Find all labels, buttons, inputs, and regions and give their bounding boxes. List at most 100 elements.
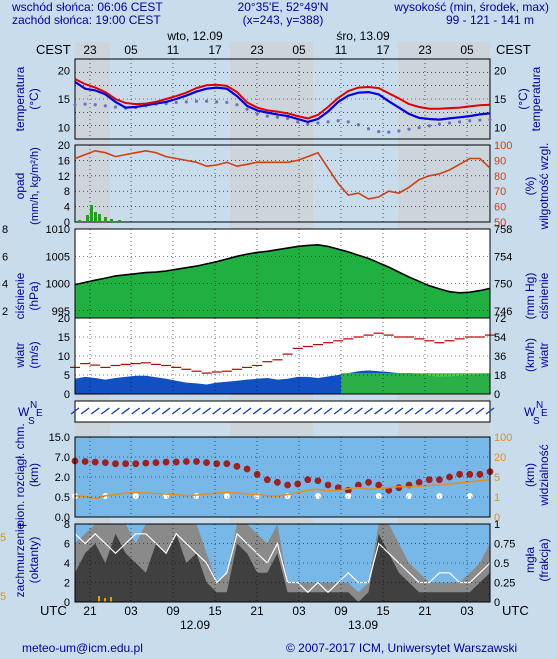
pressure-area [75, 244, 490, 338]
wind-arrow [333, 407, 343, 415]
top-hour-labels: 23 05 11 17 23 05 11 17 23 05 [83, 43, 474, 57]
cloud-top-dot [294, 480, 302, 488]
cloud-top-dot [466, 470, 474, 478]
dewpoint-dot [296, 120, 300, 124]
wind-arrow [323, 407, 333, 415]
pres-left-tick: 1000 [46, 279, 70, 291]
pres-left-label1: ciśnienie [13, 272, 27, 319]
pres-far-left-tick: 6 [2, 251, 8, 263]
dewpoint-dot [255, 112, 259, 116]
dewpoint-dot [356, 123, 361, 127]
dewpoint-dot [468, 119, 472, 123]
wind-arrow [303, 407, 313, 415]
dewpoint-dot [306, 122, 310, 126]
precip-bar [90, 205, 93, 222]
frac-left-label2: (oktanty) [27, 537, 41, 584]
cloud-top-dot [243, 465, 251, 473]
bottom-date2: 13.09 [348, 618, 378, 632]
top-hour-label: 23 [418, 43, 432, 57]
bottom-hour-label: 21 [83, 604, 97, 618]
wind-grid [89, 318, 468, 394]
wind-arrow [455, 407, 465, 415]
bottom-hour-label: 09 [166, 604, 180, 618]
dewpoint-dot [427, 124, 431, 128]
dewpoint-dot [93, 103, 97, 107]
pres-far-left-tick: 2 [2, 306, 8, 318]
top-hour-label: 05 [292, 43, 306, 57]
bottom-tz-left: UTC [40, 603, 67, 618]
dewpoint-dot [194, 99, 199, 103]
cloud-base-dot [406, 493, 413, 499]
wind-right-tick: 54 [494, 332, 506, 344]
top-hour-label: 17 [208, 43, 222, 57]
bottom-hour-label: 03 [124, 604, 138, 618]
wind-arrow [434, 407, 444, 415]
wind-arrow [343, 407, 353, 415]
cloud-top-dot [456, 470, 464, 478]
compass-e-right: E [541, 408, 548, 419]
dewpoint-dot [245, 107, 249, 111]
cloud-left-label1: pion. rozciągł. chm. [13, 423, 27, 526]
dewpoint-dot [174, 100, 178, 105]
temp-left-tick: 10 [58, 123, 70, 135]
wind-arrow [475, 407, 485, 415]
pres-left-label2: (hPa) [27, 281, 41, 310]
dewpoint-dot [346, 120, 350, 124]
precip-bar [118, 220, 121, 222]
pres-right-tick: 754 [494, 251, 512, 263]
wind-direction-panel [70, 400, 495, 423]
wind-arrow [90, 407, 100, 415]
temp-right-tick: 15 [494, 94, 506, 106]
top-hour-label: 05 [460, 43, 474, 57]
cloud-top-dot [132, 460, 140, 468]
visibility-right-tick: 5 [494, 472, 500, 484]
wind-right-tick: 18 [494, 370, 506, 382]
bottom-hour-label: 09 [334, 604, 348, 618]
cloud-top-dot [314, 477, 322, 485]
height-label: wysokość (min, środek, max) [393, 0, 549, 14]
wind-arrow [80, 407, 90, 415]
footer-copyright: © 2007-2017 ICM, Uniwersytet Warszawski [286, 641, 517, 655]
pres-left-tick: 1005 [46, 251, 70, 263]
wind-arrow [222, 407, 232, 415]
bottom-hour-label: 21 [250, 604, 264, 618]
temperature-panel: 20 15 10 20 15 10 [58, 58, 506, 140]
rain-left-tick: 16 [58, 155, 70, 167]
temp-left-tick: 20 [58, 65, 70, 77]
bottom-hour-label: 15 [376, 604, 390, 618]
compass-right: N W E S [524, 400, 548, 427]
dewpoint-dot [316, 121, 320, 125]
fog-bar [98, 596, 100, 602]
pres-right-tick: 750 [494, 279, 512, 291]
wind-arrow [374, 407, 384, 415]
wind-arrow [202, 407, 212, 415]
wind-arrow [232, 407, 242, 415]
wind-arrow [445, 407, 454, 415]
precip-bar [94, 212, 97, 222]
dewpoint-dot [265, 114, 269, 118]
footer-email[interactable]: meteo-um@icm.edu.pl [22, 641, 143, 655]
wind-arrow [252, 407, 262, 415]
wind-arrow [242, 407, 252, 415]
cloud-top-dot [435, 476, 443, 484]
frac-left-tick: 8 [64, 519, 70, 531]
bottom-date1: 12.09 [180, 618, 210, 632]
dewpoint-dot [204, 99, 209, 103]
frac-right-tick: 0 [494, 597, 500, 609]
precip-humidity-panel: 20 16 12 8 4 0 100 90 80 70 60 50 [58, 140, 513, 229]
cloud-top-dot [101, 459, 109, 466]
wind-arrow [424, 407, 434, 415]
cloud-top-dot [355, 481, 362, 489]
cloud-right-label2: (km) [523, 463, 537, 487]
wind-panel: 20 15 10 5 0 72 54 36 18 0 [58, 313, 507, 401]
cloud-top-dot [446, 473, 453, 481]
dewpoint-dot [458, 120, 462, 124]
precip-bar [86, 215, 89, 222]
cloud-visibility-panel: 15.0 7.0 2.0 0.5 0.0 100 20 5 1 0 [49, 432, 513, 524]
cloud-cover-line [74, 532, 491, 594]
wind-arrow [131, 407, 141, 415]
temp-right-label1: temperatura [529, 66, 543, 131]
frac-left-tick: 6 [64, 539, 70, 551]
cloud-left-tick: 7.0 [55, 452, 70, 464]
humidity-right-tick: 50 [494, 217, 506, 229]
